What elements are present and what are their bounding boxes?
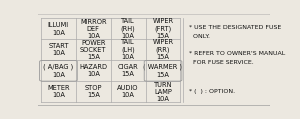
- Text: CIGAR
15A: CIGAR 15A: [118, 64, 139, 77]
- Text: TURN
LAMP
10A: TURN LAMP 10A: [154, 82, 172, 102]
- Text: ILLUMI
10A: ILLUMI 10A: [48, 22, 69, 35]
- Text: ( WARMER )
15A: ( WARMER ) 15A: [143, 64, 183, 78]
- Text: TAIL
(LH)
10A: TAIL (LH) 10A: [121, 39, 135, 60]
- Text: WIPER
(FRT)
15A: WIPER (FRT) 15A: [152, 18, 174, 39]
- Text: POWER
SOCKET
15A: POWER SOCKET 15A: [80, 40, 106, 60]
- Text: FOR FUSE SERVICE.: FOR FUSE SERVICE.: [189, 60, 254, 65]
- Text: ONLY.: ONLY.: [189, 34, 210, 39]
- Text: STOP
15A: STOP 15A: [85, 85, 102, 98]
- Text: WIPER
(RR)
15A: WIPER (RR) 15A: [152, 39, 174, 60]
- Text: * REFER TO OWNER'S MANUAL: * REFER TO OWNER'S MANUAL: [189, 51, 285, 56]
- Text: MIRROR
DEF
10A: MIRROR DEF 10A: [80, 19, 106, 39]
- Text: METER
10A: METER 10A: [47, 85, 70, 98]
- Text: * (  ) : OPTION.: * ( ) : OPTION.: [189, 89, 235, 94]
- Text: START
10A: START 10A: [48, 43, 69, 57]
- FancyBboxPatch shape: [34, 14, 274, 106]
- Text: TAIL
(RH)
10A: TAIL (RH) 10A: [121, 18, 136, 39]
- Text: * USE THE DESIGNATED FUSE: * USE THE DESIGNATED FUSE: [189, 25, 281, 30]
- Text: ( A/BAG )
10A: ( A/BAG ) 10A: [43, 64, 74, 78]
- Text: HAZARD
10A: HAZARD 10A: [79, 64, 107, 77]
- Text: AUDIO
10A: AUDIO 10A: [117, 85, 139, 98]
